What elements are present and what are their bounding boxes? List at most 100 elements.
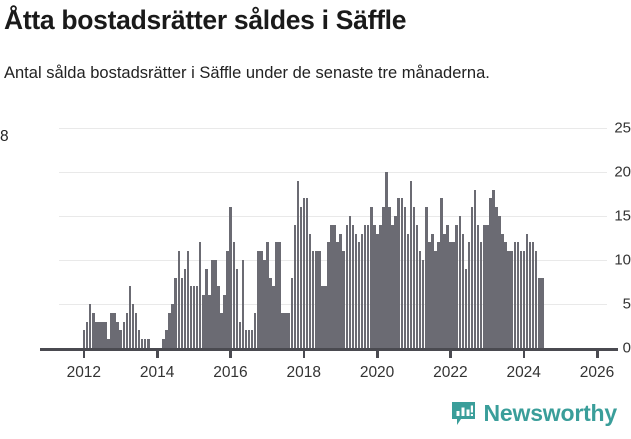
x-tick: [156, 350, 159, 358]
bar: [336, 242, 339, 348]
bar: [339, 233, 342, 348]
bar: [263, 260, 266, 348]
bar: [174, 277, 178, 348]
x-tick: [229, 350, 232, 358]
bar: [314, 251, 318, 348]
bar: [211, 260, 214, 348]
bar: [525, 233, 529, 348]
bar: [180, 277, 184, 348]
y-tick-label: 0: [622, 339, 631, 357]
bar: [275, 242, 278, 348]
bar: [253, 312, 257, 348]
bar: [284, 312, 287, 348]
plot-area: [59, 128, 607, 348]
bar: [333, 224, 336, 348]
bar: [455, 224, 459, 348]
bar: [311, 251, 315, 348]
bar: [272, 286, 275, 348]
bar: [146, 339, 150, 348]
bar: [186, 251, 190, 348]
bar: [437, 242, 440, 348]
x-tick-label: 2012: [66, 364, 102, 381]
bar: [189, 286, 193, 348]
y-tick-label: 15: [614, 207, 631, 225]
bar: [418, 251, 422, 348]
bar: [113, 312, 116, 348]
bar: [434, 251, 437, 348]
bar: [385, 172, 388, 348]
bar: [229, 207, 232, 348]
bar: [470, 207, 474, 348]
bar: [305, 198, 309, 348]
bar: [287, 312, 291, 348]
bar: [357, 242, 361, 348]
x-tick-label: 2014: [139, 364, 175, 381]
bar: [351, 224, 355, 348]
bar-chart: 0 5 10 15 20 25 2012 2014 2016 2018 2020 2022 2024 2…: [0, 120, 631, 388]
bar: [369, 207, 373, 348]
bar: [226, 251, 229, 348]
bar: [473, 189, 477, 348]
x-tick: [522, 350, 526, 358]
bar: [250, 330, 254, 348]
bar: [443, 233, 446, 348]
bar: [382, 207, 385, 348]
bar: [143, 339, 147, 348]
bar: [345, 224, 349, 348]
bar: [421, 260, 425, 348]
bar: [412, 207, 416, 348]
bar: [330, 224, 333, 348]
bar: [486, 224, 489, 348]
gridline: [59, 172, 607, 173]
bar: [168, 312, 171, 348]
bar: [235, 268, 239, 348]
bar: [214, 260, 217, 348]
bar: [391, 224, 394, 348]
bar: [458, 216, 462, 348]
bar: [299, 207, 303, 348]
x-tick: [376, 350, 379, 358]
bar: [537, 277, 541, 348]
y-tick-label: 10: [614, 251, 631, 269]
bar: [363, 224, 367, 348]
bar: [504, 242, 507, 348]
bar: [140, 339, 144, 348]
bar: [278, 242, 281, 348]
page-subtitle: Antal sålda bostadsrätter i Säffle under…: [4, 64, 490, 82]
bar: [266, 242, 269, 348]
bar: [318, 251, 321, 348]
bar: [308, 233, 312, 348]
gridline: [59, 128, 607, 129]
gridline: [59, 260, 607, 261]
bar: [446, 224, 449, 348]
bar: [269, 277, 272, 348]
bar: [220, 312, 223, 348]
x-tick-label: 2018: [286, 364, 321, 381]
bar: [162, 339, 165, 348]
bar: [82, 330, 86, 348]
bar: [476, 224, 480, 348]
bar: [400, 198, 404, 348]
bar: [498, 216, 501, 348]
y-tick-label: 20: [614, 163, 631, 181]
bar: [98, 321, 101, 348]
x-tick-label: 2020: [359, 364, 395, 381]
bar: [85, 321, 89, 348]
bar: [403, 207, 407, 348]
bar: [427, 242, 431, 348]
bar: [125, 312, 129, 348]
bar: [110, 312, 113, 348]
bar: [208, 295, 211, 348]
highlight-value-label: 8: [0, 128, 9, 145]
bar: [223, 295, 226, 348]
bar: [192, 286, 196, 348]
bar: [342, 251, 346, 348]
bar: [134, 312, 138, 348]
bar: [95, 321, 98, 348]
bar: [238, 321, 242, 348]
bar: [452, 242, 455, 348]
bar: [348, 216, 352, 348]
bar: [513, 242, 517, 348]
bar: [507, 251, 510, 348]
bar: [101, 321, 104, 348]
